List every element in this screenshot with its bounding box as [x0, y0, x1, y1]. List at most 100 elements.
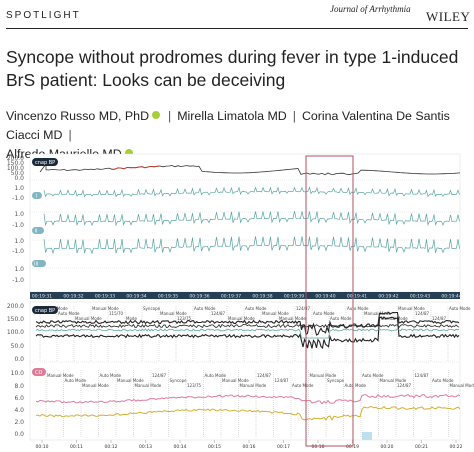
annotation-label: Auto Mode [58, 311, 80, 316]
annotation-label: Auto Mode [345, 383, 367, 388]
y-tick-label: 0.0 [14, 356, 24, 363]
annotation-label: Auto Mode [245, 306, 267, 311]
time-label: 00:19:41 [347, 294, 367, 300]
y-tick-label: 1.0 [14, 211, 24, 218]
ecg-axis: 1.0 -1.0 1.0 -1.0 1.0 -1.0 1.0 -1.0 [12, 185, 24, 284]
ecg-lead-ii-trace [43, 211, 460, 227]
time-label: 00:19:37 [221, 294, 241, 300]
systolic-trace-2 [35, 323, 460, 329]
annotation-label: 124/87 [275, 378, 290, 383]
time-label: 00:19:40 [315, 294, 335, 300]
annotation-label: Auto Mode [347, 306, 369, 311]
author-name[interactable]: Corina Valentina De Santis Ciacci MD [6, 109, 450, 142]
channel-label-text: cnap BP [35, 308, 55, 314]
annotation-label: Manual Mode [310, 373, 337, 378]
annotation-label: Manual Mode [92, 306, 119, 311]
top-time-axis: 00:19:31 00:19:32 00:19:33 00:19:34 00:19:35… [32, 294, 462, 300]
annotation-label: 115/70 [109, 311, 124, 316]
bp-red-segment [111, 165, 161, 170]
time-label: 00:16 [243, 444, 256, 450]
annotation-label: Auto Mode [100, 373, 122, 378]
y-tick-label: 100.0 [7, 165, 24, 172]
y-tick-label: -1.0 [12, 248, 24, 255]
channel-label-text: I [36, 194, 37, 200]
annotation-label: Auto Mode [194, 306, 216, 311]
time-label: 00:22 [450, 444, 463, 450]
co-axis: 10.0 8.0 6.0 4.0 2.0 0.0 [11, 370, 25, 438]
y-tick-label: 0.0 [14, 175, 24, 182]
y-tick-label: 2.0 [14, 419, 24, 426]
annotation-label: Auto Mode [205, 373, 227, 378]
channel-label-cnap-bp: cnap BP [32, 306, 58, 314]
co-yellow-trace [36, 405, 461, 421]
annotation-label: 124/87 [152, 373, 167, 378]
annotation-label: Auto Mode [362, 373, 384, 378]
orcid-icon[interactable] [152, 111, 161, 119]
annotation-label: 124/87 [415, 373, 430, 378]
annotation-label: 123/75 [187, 383, 202, 388]
y-tick-label: 8.0 [14, 383, 24, 390]
channel-label-text: CO [35, 370, 42, 376]
annotation-label: Auto Mode [292, 383, 314, 388]
annotation-label: Manual Mode [240, 383, 267, 388]
time-label: 00:19:34 [126, 294, 146, 300]
time-label: 00:19:31 [32, 294, 52, 300]
section-label: SPOTLIGHT [6, 10, 81, 21]
time-label: 00:15 [208, 444, 221, 450]
time-label: 00:11 [70, 444, 83, 450]
annotation-label: Syncope [327, 378, 345, 383]
y-tick-label: 150.0 [7, 316, 24, 323]
time-label: 00:20 [381, 444, 394, 450]
journal-logo: Journal of Arrhythmia [330, 4, 411, 14]
mean-pressure-trace [35, 328, 460, 339]
y-tick-label: 10.0 [11, 370, 25, 377]
annotation-label: Manual Mode [279, 316, 306, 321]
author-separator: | [292, 109, 296, 123]
bottom-time-axis: 00:10 00:11 00:12 00:13 00:14 00:15 00:16 00:17… [36, 440, 463, 450]
y-tick-label: -1.0 [12, 222, 24, 229]
y-tick-label: 4.0 [14, 407, 24, 414]
annotation-label: Manual Mode [75, 316, 102, 321]
y-tick-label: 200.0 [7, 155, 24, 162]
publisher-logo: WILEY [426, 9, 471, 24]
channel-label-text: cnap BP [35, 160, 55, 166]
author-separator: | [168, 109, 172, 123]
highlight-box [305, 155, 354, 447]
author-name[interactable]: Mirella Limatola MD [177, 109, 287, 123]
orcid-icon[interactable] [124, 149, 133, 157]
annotation-label: Manual Mode [82, 383, 109, 388]
time-label: 00:19:38 [252, 294, 272, 300]
annotation-label: Mode [126, 316, 137, 321]
journal-header: SPOTLIGHT Journal of Arrhythmia WILEY [0, 0, 474, 36]
co-pink-trace [35, 393, 461, 405]
y-tick-label: 1.0 [14, 238, 24, 245]
top-time-bar [30, 292, 460, 299]
diastolic-trace [35, 316, 460, 350]
annotation-label: Manual Mode [450, 383, 474, 388]
channel-label-iii: III [32, 260, 46, 268]
time-label: 00:13 [139, 444, 152, 450]
time-label: 00:19:42 [378, 294, 398, 300]
annotation-label: Manual Mode [222, 378, 249, 383]
annotation-label: Manual Mode [262, 311, 289, 316]
time-label: 00:14 [174, 444, 187, 450]
y-tick-label: 100.0 [7, 329, 24, 336]
time-label: 00:21 [415, 444, 428, 450]
y-tick-label: 50.0 [11, 343, 25, 350]
channel-label-co: CO [32, 368, 46, 376]
time-marker [362, 432, 372, 440]
author-name[interactable]: Vincenzo Russo MD, PhD [6, 109, 150, 123]
author-list: Vincenzo Russo MD, PhD | Mirella Limatola … [6, 107, 472, 164]
top-panel-frame [29, 153, 461, 293]
time-label: 00:19:35 [158, 294, 178, 300]
annotation-label: Manual Mode [380, 378, 407, 383]
annotation-label: Manual Mode [364, 311, 391, 316]
annotation-label: Syncope [170, 378, 188, 383]
annotation-label: 124/87 [296, 306, 311, 311]
bottom-panel: 200.0 150.0 100.0 50.0 0.0 10.0 8.0 6.0 4.0 2.0 0… [7, 301, 474, 450]
y-tick-label: 50.0 [11, 170, 25, 177]
